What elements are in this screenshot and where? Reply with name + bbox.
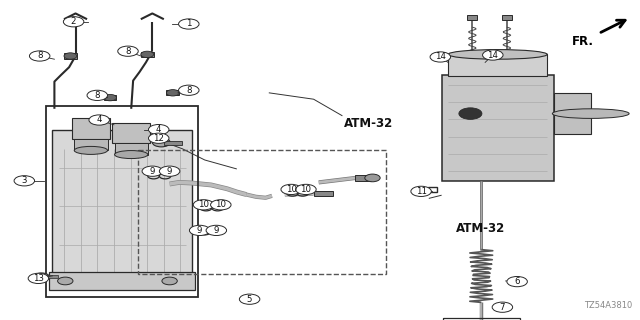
Bar xyxy=(46,106,198,297)
Bar xyxy=(502,15,512,20)
Text: ATM-32: ATM-32 xyxy=(456,222,505,236)
Circle shape xyxy=(296,184,316,195)
Text: 1: 1 xyxy=(186,20,191,28)
Text: 8: 8 xyxy=(186,86,191,95)
Text: 12: 12 xyxy=(153,134,164,143)
Bar xyxy=(443,318,520,320)
Text: 6: 6 xyxy=(515,277,520,286)
Bar xyxy=(64,53,77,59)
Circle shape xyxy=(118,46,138,56)
Circle shape xyxy=(492,302,513,312)
Circle shape xyxy=(104,94,116,101)
Circle shape xyxy=(148,124,169,135)
Text: TZ54A3810: TZ54A3810 xyxy=(584,301,632,310)
Text: 8: 8 xyxy=(37,52,42,60)
Text: 9: 9 xyxy=(197,226,202,235)
Text: 7: 7 xyxy=(500,303,505,312)
Circle shape xyxy=(459,108,482,119)
Text: 13: 13 xyxy=(33,274,44,283)
Circle shape xyxy=(193,200,214,210)
Text: 14: 14 xyxy=(435,52,446,61)
Circle shape xyxy=(411,186,431,196)
Circle shape xyxy=(34,273,49,281)
Bar xyxy=(355,175,371,181)
Bar xyxy=(104,95,116,100)
Bar xyxy=(166,90,179,95)
Circle shape xyxy=(206,225,227,236)
Circle shape xyxy=(148,133,169,143)
Text: 9: 9 xyxy=(214,226,219,235)
Bar xyxy=(52,130,192,288)
Bar xyxy=(442,75,554,181)
Text: 10: 10 xyxy=(215,200,227,209)
Circle shape xyxy=(162,277,177,285)
Text: 8: 8 xyxy=(95,91,100,100)
Bar xyxy=(138,150,386,274)
Circle shape xyxy=(64,53,77,59)
Circle shape xyxy=(152,138,170,147)
Bar xyxy=(428,187,437,192)
Bar xyxy=(46,275,58,278)
Circle shape xyxy=(29,51,50,61)
Text: 11: 11 xyxy=(415,187,427,196)
Circle shape xyxy=(281,184,301,195)
Circle shape xyxy=(239,294,260,304)
Bar xyxy=(112,123,150,143)
Text: 14: 14 xyxy=(487,51,499,60)
Text: 10: 10 xyxy=(300,185,312,194)
Text: 10: 10 xyxy=(285,185,297,194)
Text: 2: 2 xyxy=(71,17,76,26)
Circle shape xyxy=(141,51,154,58)
Circle shape xyxy=(483,50,503,60)
Ellipse shape xyxy=(115,151,148,158)
Ellipse shape xyxy=(74,146,108,154)
Bar xyxy=(164,141,182,145)
Circle shape xyxy=(159,166,180,176)
Bar xyxy=(448,54,547,76)
Circle shape xyxy=(507,276,527,287)
Text: 9: 9 xyxy=(150,167,155,176)
Text: 3: 3 xyxy=(22,176,27,185)
Bar xyxy=(49,272,195,290)
Ellipse shape xyxy=(552,109,629,118)
Circle shape xyxy=(14,176,35,186)
Circle shape xyxy=(365,174,380,182)
Bar xyxy=(72,118,110,139)
Bar xyxy=(115,143,148,155)
Bar xyxy=(554,93,591,134)
Circle shape xyxy=(179,85,199,95)
Circle shape xyxy=(58,277,73,285)
Circle shape xyxy=(166,90,179,96)
Circle shape xyxy=(89,115,109,125)
Circle shape xyxy=(87,90,108,100)
Text: 4: 4 xyxy=(156,125,161,134)
Circle shape xyxy=(63,17,84,27)
Text: 9: 9 xyxy=(167,167,172,176)
Text: 4: 4 xyxy=(97,116,102,124)
Ellipse shape xyxy=(448,50,547,59)
Text: 10: 10 xyxy=(198,200,209,209)
Circle shape xyxy=(142,166,163,176)
Bar xyxy=(74,139,108,150)
Circle shape xyxy=(430,52,451,62)
Circle shape xyxy=(28,273,49,284)
Text: FR.: FR. xyxy=(572,35,594,48)
Text: ATM-32: ATM-32 xyxy=(344,117,394,130)
Bar xyxy=(467,15,477,20)
Circle shape xyxy=(189,225,210,236)
Circle shape xyxy=(179,19,199,29)
Text: 5: 5 xyxy=(247,295,252,304)
Text: 8: 8 xyxy=(125,47,131,56)
Bar xyxy=(314,191,333,196)
Bar xyxy=(141,52,154,57)
Circle shape xyxy=(211,200,231,210)
